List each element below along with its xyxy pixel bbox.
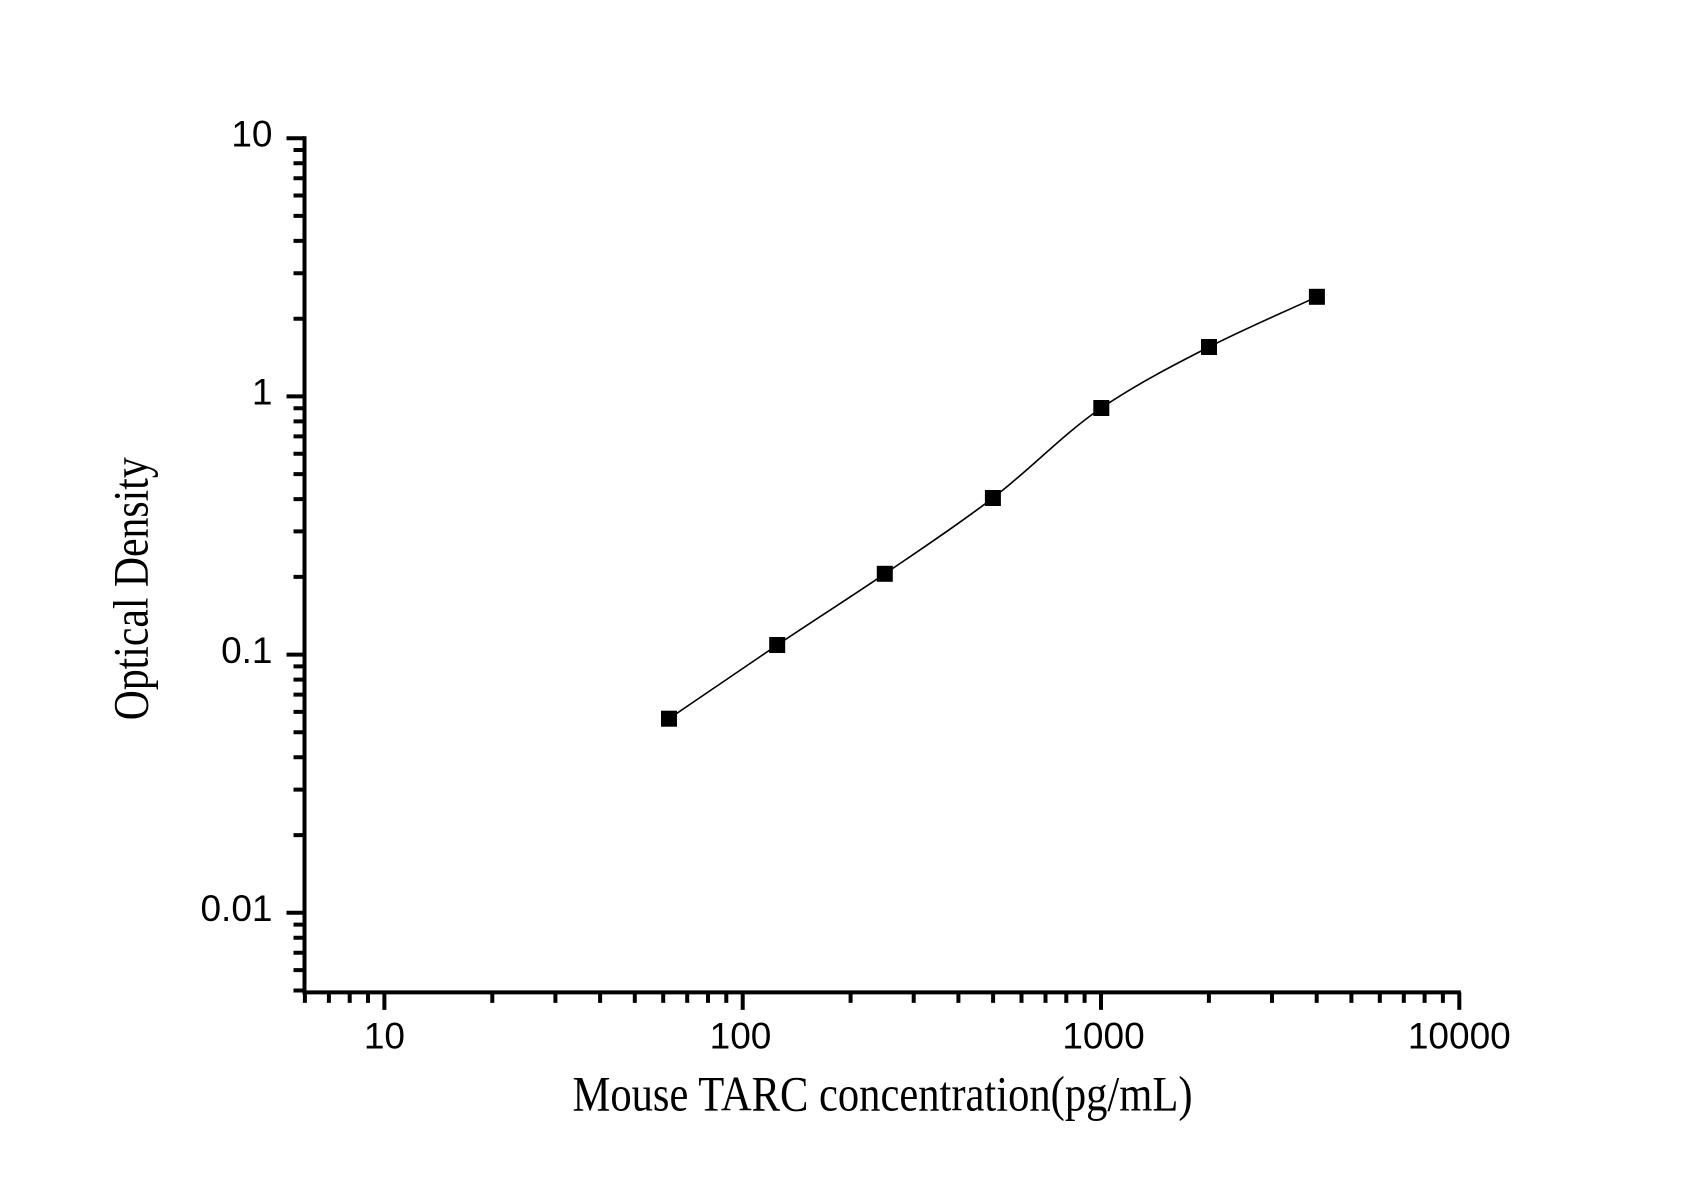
svg-text:Mouse TARC concentration(pg/mL: Mouse TARC concentration(pg/mL) [573, 1066, 1193, 1122]
svg-text:100: 100 [710, 1016, 772, 1057]
svg-text:0.01: 0.01 [200, 888, 272, 929]
svg-text:Optical Density: Optical Density [102, 457, 158, 720]
svg-text:10000: 10000 [1408, 1016, 1511, 1057]
svg-text:1: 1 [252, 372, 273, 413]
svg-text:0.1: 0.1 [221, 630, 272, 671]
svg-text:10: 10 [364, 1016, 405, 1057]
svg-text:10: 10 [231, 114, 272, 155]
svg-text:1000: 1000 [1062, 1016, 1144, 1057]
